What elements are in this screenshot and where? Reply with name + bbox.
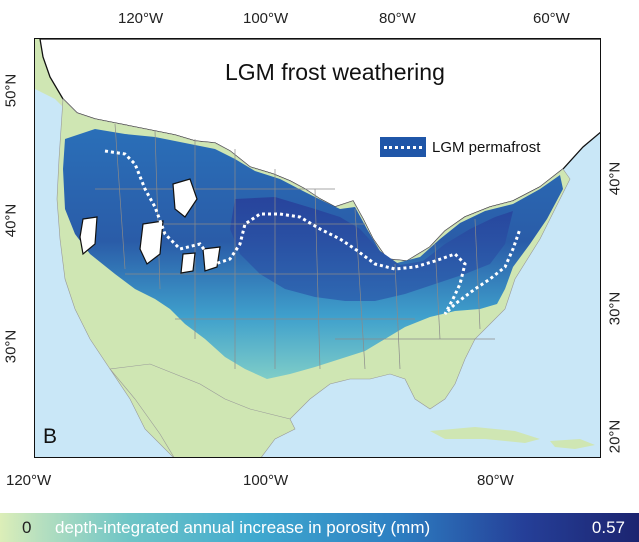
colorbar-min: 0 — [22, 517, 32, 537]
weathering-core — [230, 197, 513, 301]
right-tick-20n: 20°N — [606, 419, 624, 454]
top-tick-80w: 80°W — [379, 10, 416, 27]
left-tick-40n: 40°N — [2, 203, 20, 238]
legend-swatch — [380, 137, 426, 157]
top-tick-60w: 60°W — [533, 10, 570, 27]
panel-label: B — [43, 425, 58, 448]
map-title: LGM frost weathering — [225, 59, 445, 85]
right-tick-30n: 30°N — [606, 291, 624, 326]
cuba-island — [430, 427, 540, 443]
bottom-tick-80w: 80°W — [477, 472, 514, 489]
left-tick-50n: 50°N — [2, 73, 20, 108]
colorbar-label: depth-integrated annual increase in poro… — [55, 517, 431, 537]
left-tick-30n: 30°N — [2, 329, 20, 364]
hispaniola-island — [550, 439, 595, 449]
mexico-landmass — [109, 363, 296, 457]
pluvial-lakes — [79, 178, 221, 274]
top-tick-120w: 120°W — [118, 10, 164, 27]
bottom-tick-100w: 100°W — [243, 472, 289, 489]
top-tick-100w: 100°W — [243, 10, 289, 27]
bottom-tick-120w: 120°W — [6, 472, 52, 489]
map-legend: LGM permafrost — [380, 137, 540, 157]
legend-label: LGM permafrost — [432, 138, 541, 156]
map-canvas — [35, 39, 600, 457]
colorbar: 0 depth-integrated annual increase in po… — [0, 513, 639, 542]
colorbar-max: 0.57 — [591, 517, 625, 537]
map-frame: LGM frost weathering LGM permafrost B — [34, 38, 601, 458]
right-tick-40n: 40°N — [606, 161, 624, 196]
